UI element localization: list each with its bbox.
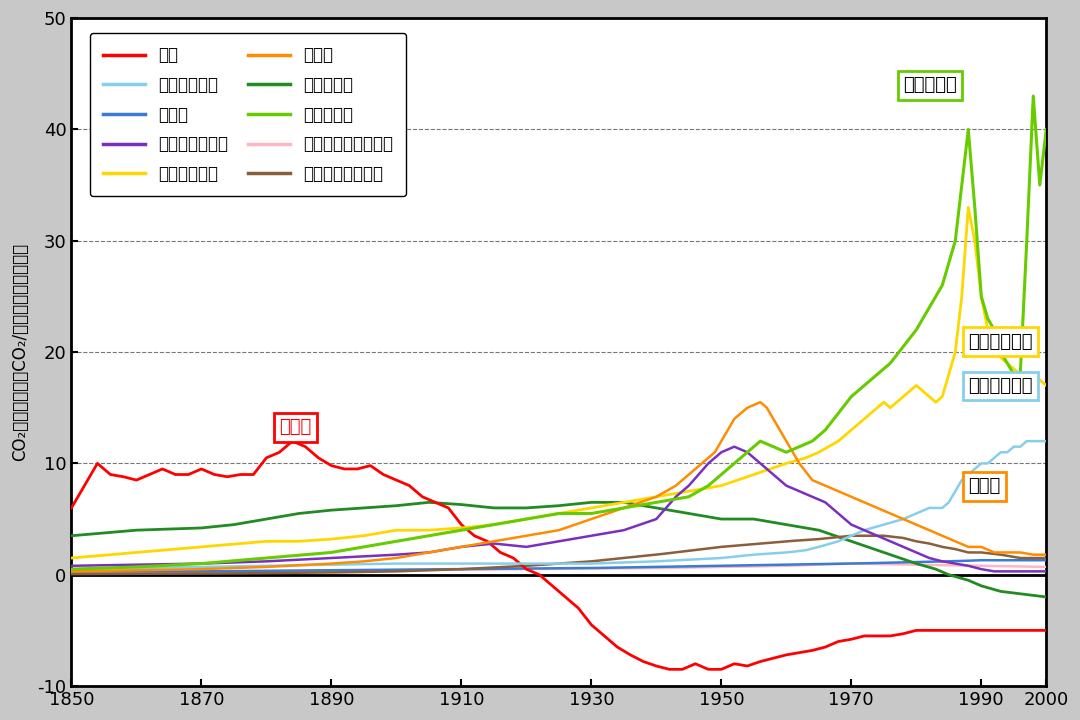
- Text: 米　国: 米 国: [280, 418, 312, 436]
- Text: 中　国: 中 国: [969, 477, 1000, 495]
- Text: 熱帯アメリカ: 熱帯アメリカ: [969, 333, 1032, 351]
- Text: 熱帯アフリカ: 熱帯アフリカ: [969, 377, 1032, 395]
- Legend: 米国, 熱帯アフリカ, カナダ, 旧ソビエト連邦, 熱帯アメリカ, 中　国, ヨーロッパ, 熱帯アジア, 北アフリカと中近東, 太平洋地域先進国: 米国, 熱帯アフリカ, カナダ, 旧ソビエト連邦, 熱帯アメリカ, 中 国, ヨ…: [90, 33, 406, 197]
- Text: 熱帯アジア: 熱帯アジア: [903, 76, 957, 94]
- Y-axis label: CO₂収支（億トンCO₂/年；プラスが放出）: CO₂収支（億トンCO₂/年；プラスが放出）: [11, 243, 29, 461]
